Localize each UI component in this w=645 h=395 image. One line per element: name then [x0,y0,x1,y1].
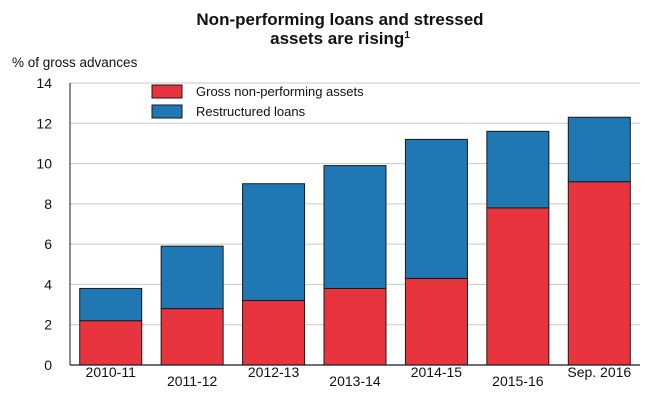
bars [79,116,631,366]
chart-title-line-2: assets are rising1 [270,29,410,48]
y-tick-label: 2 [44,317,52,333]
legend-swatch [151,84,183,99]
y-tick-label: 8 [44,196,52,212]
x-tick-label: Sep. 2016 [567,364,631,380]
bar-segment-restructured-loans [486,130,550,209]
y-axis-label: % of gross advances [12,55,138,70]
chart-title: Non-performing loans and stressed assets… [196,10,483,48]
x-tick-label: 2011-12 [167,373,218,389]
legend-label: Gross non-performing assets [196,84,364,99]
bar-segment-restructured-loans [79,287,143,322]
bar-segment-restructured-loans [242,183,306,302]
legend-label: Restructured loans [196,104,306,119]
bar-segment-gross-npa [160,308,224,366]
axes [69,83,640,366]
y-tick-label: 6 [44,236,52,252]
chart-title-footnote: 1 [404,30,410,41]
x-tick-label: 2012-13 [248,364,300,380]
bar-segment-restructured-loans [567,116,631,183]
y-tick-label: 4 [44,276,52,292]
x-tick-label: 2013-14 [329,373,381,389]
bar-segment-gross-npa [486,207,550,366]
bar-segment-restructured-loans [160,245,224,310]
legend-swatch [151,104,183,119]
bar-segment-restructured-loans [404,138,468,279]
x-tick-label: 2010-11 [86,364,137,380]
y-tick-label: 0 [44,357,52,373]
chart-title-line-2-text: assets are rising [270,29,404,48]
y-tick-label: 14 [36,75,52,91]
y-tick-label: 12 [36,115,52,131]
x-tick-label: 2014-15 [411,364,463,380]
legend: Gross non-performing assets Restructured … [151,84,364,119]
bar-segment-gross-npa [567,181,631,366]
tick-labels: 0 2 4 6 8 10 12 14 2010-11 2011-12 2012-13 2013-14 2… [36,75,631,389]
y-tick-label: 10 [36,156,52,172]
chart-title-line-1: Non-performing loans and stressed [196,10,483,29]
bar-segment-gross-npa [242,300,306,366]
bar-segment-gross-npa [404,277,468,366]
bar-segment-gross-npa [79,320,143,366]
bar-segment-restructured-loans [323,165,387,289]
x-tick-label: 2015-16 [492,373,544,389]
bar-segment-gross-npa [323,287,387,366]
